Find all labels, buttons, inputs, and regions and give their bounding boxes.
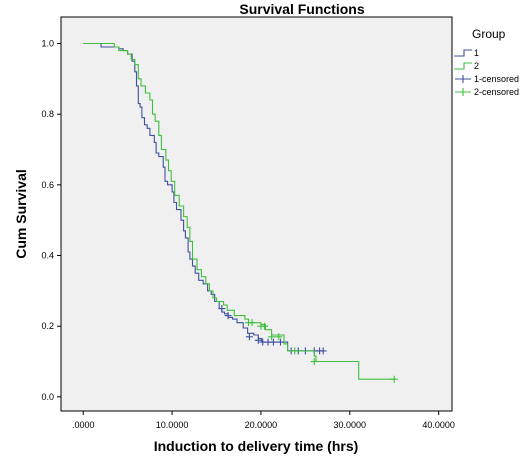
y-axis-title: Cum Survival bbox=[13, 169, 29, 258]
x-axis-title: Induction to delivery time (hrs) bbox=[154, 438, 359, 454]
series-2-censor-mark bbox=[275, 333, 283, 341]
plot-area bbox=[60, 16, 453, 412]
series-2-line bbox=[83, 42, 395, 380]
series-layer bbox=[83, 42, 398, 383]
legend-swatch-1 bbox=[454, 49, 472, 57]
series-2-censor-mark bbox=[248, 319, 256, 327]
series-2-censor-mark bbox=[260, 322, 268, 330]
legend-swatch-2-censored bbox=[455, 88, 471, 96]
y-tick-label: 1.0 bbox=[41, 39, 54, 49]
legend-items: 1 2 1-censored 2-censored bbox=[454, 48, 519, 97]
series-1-censor-mark bbox=[269, 338, 277, 346]
legend-label-2-censored: 2-censored bbox=[474, 87, 519, 97]
x-tick-label: 10.0000 bbox=[156, 420, 189, 430]
legend-title: Group bbox=[472, 27, 506, 41]
series-2-censor-mark bbox=[268, 333, 276, 341]
y-tick-label: 0.2 bbox=[41, 321, 54, 331]
x-axis: .0000 10.0000 20.0000 30.0000 40.0000 bbox=[72, 411, 455, 430]
x-tick-label: 20.0000 bbox=[245, 420, 278, 430]
series-2-censor-mark bbox=[291, 347, 299, 355]
legend: Group 1 2 1-censored 2-censored bbox=[454, 27, 519, 97]
series-1-censor-mark bbox=[245, 333, 253, 341]
series-2-censor-mark bbox=[390, 375, 398, 383]
chart-title: Survival Functions bbox=[239, 1, 364, 17]
legend-label-1-censored: 1-censored bbox=[474, 74, 519, 84]
x-tick-label: .0000 bbox=[72, 420, 95, 430]
series-2-censor-mark bbox=[310, 358, 318, 366]
series-1-censor-mark bbox=[254, 336, 262, 344]
series-1-censor-mark bbox=[276, 338, 284, 346]
series-1-censor-mark bbox=[224, 312, 232, 320]
legend-label-1: 1 bbox=[474, 48, 479, 58]
x-tick-label: 30.0000 bbox=[334, 420, 367, 430]
series-1-line bbox=[83, 42, 324, 352]
y-tick-label: 0.8 bbox=[41, 109, 54, 119]
series-1-censor-mark bbox=[319, 347, 327, 355]
legend-swatch-2 bbox=[454, 62, 472, 70]
legend-label-2: 2 bbox=[474, 61, 479, 71]
y-axis: 0.0 0.2 0.4 0.6 0.8 1.0 bbox=[41, 39, 61, 402]
y-tick-label: 0.6 bbox=[41, 180, 54, 190]
series-1-censor-mark bbox=[218, 305, 226, 313]
y-tick-label: 0.4 bbox=[41, 251, 54, 261]
y-tick-label: 0.0 bbox=[41, 392, 54, 402]
x-tick-label: 40.0000 bbox=[422, 420, 455, 430]
legend-swatch-1-censored bbox=[455, 75, 471, 83]
